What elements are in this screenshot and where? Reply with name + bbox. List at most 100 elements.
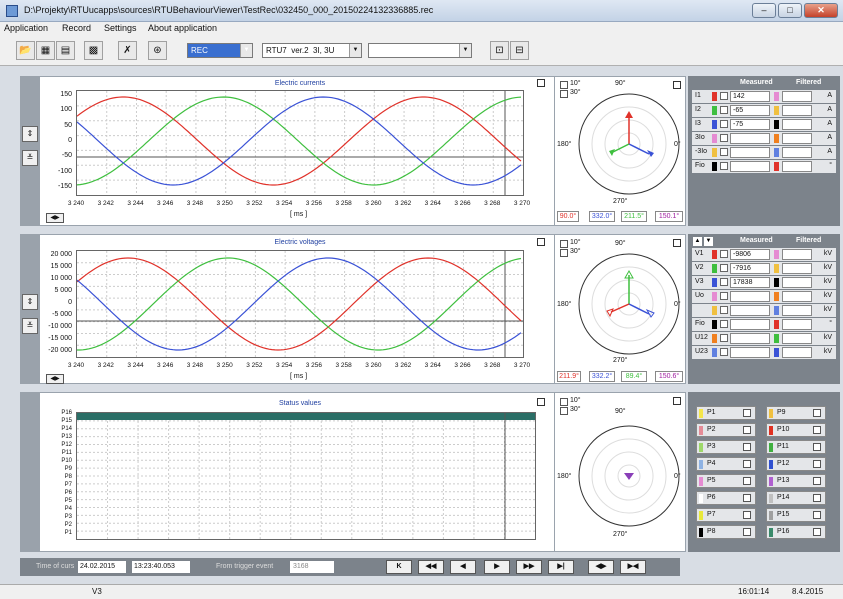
nav-back-button[interactable]: ◀ — [450, 560, 476, 574]
status-checkbox[interactable] — [813, 511, 821, 519]
extra-select[interactable]: ▼ — [368, 43, 472, 58]
chart-icon[interactable]: ⊡ — [490, 41, 509, 60]
expand-icon[interactable]: ⇕ — [22, 294, 38, 310]
checkbox-10[interactable] — [560, 398, 568, 406]
status-checkbox[interactable] — [743, 443, 751, 451]
maximize-panel-icon[interactable] — [673, 397, 681, 405]
minimize-button[interactable]: – — [752, 3, 776, 18]
status-checkbox[interactable] — [813, 443, 821, 451]
nav-forward-button[interactable]: ▶ — [484, 560, 510, 574]
status-checkbox[interactable] — [813, 409, 821, 417]
menu-record[interactable]: Record — [62, 23, 92, 33]
maximize-panel-icon[interactable] — [537, 238, 545, 246]
status-checkbox[interactable] — [743, 528, 751, 536]
current-i2-curve — [76, 96, 522, 186]
collapse-icon[interactable]: ≚ — [22, 150, 38, 166]
zoom-in-button[interactable]: ▶◀ — [620, 560, 646, 574]
row-checkbox[interactable] — [720, 120, 728, 128]
maximize-panel-icon[interactable] — [537, 79, 545, 87]
status-checkbox[interactable] — [813, 460, 821, 468]
mode-select[interactable]: REC ▼ — [187, 43, 253, 58]
status-checkbox[interactable] — [743, 494, 751, 502]
row-checkbox[interactable] — [720, 278, 728, 286]
status-checkbox[interactable] — [813, 477, 821, 485]
row-checkbox[interactable] — [720, 264, 728, 272]
maximize-panel-icon[interactable] — [673, 81, 681, 89]
grid-icon[interactable]: ▩ — [84, 41, 103, 60]
status-checkbox[interactable] — [743, 511, 751, 519]
measured-value — [730, 291, 770, 302]
menu-settings[interactable]: Settings — [104, 23, 137, 33]
maximize-panel-icon[interactable] — [673, 239, 681, 247]
scroll-arrows[interactable]: ◀▶ — [46, 374, 64, 384]
measured-value: -65 — [730, 105, 770, 116]
measured-value — [730, 333, 770, 344]
scroll-arrows[interactable]: ◀▶ — [46, 213, 64, 223]
row-checkbox[interactable] — [720, 162, 728, 170]
nav-first-button[interactable]: K — [386, 560, 412, 574]
status-checkbox[interactable] — [743, 460, 751, 468]
meas-row: V3 17838 kV — [692, 276, 836, 289]
row-checkbox[interactable] — [720, 334, 728, 342]
status-item-label: P4 — [707, 460, 716, 467]
status-item-p2: P2 — [696, 423, 756, 437]
expand-icon[interactable]: ⇕ — [22, 126, 38, 142]
row-checkbox[interactable] — [720, 292, 728, 300]
status-graph[interactable] — [76, 412, 536, 540]
status-checkbox[interactable] — [743, 409, 751, 417]
close-button[interactable]: ✕ — [804, 3, 838, 18]
meas-row-label: I2 — [695, 106, 701, 113]
checkbox-30[interactable] — [560, 407, 568, 415]
status-row-label: P7 — [64, 482, 72, 488]
meas-row: U23 kV — [692, 346, 836, 359]
nav-fast-back-button[interactable]: ◀◀ — [418, 560, 444, 574]
checkbox-10[interactable] — [560, 81, 568, 89]
status-item-p3: P3 — [696, 440, 756, 454]
save-icon[interactable]: ▦ — [36, 41, 55, 60]
row-checkbox[interactable] — [720, 134, 728, 142]
checkbox-30[interactable] — [560, 90, 568, 98]
arrow-up-icon[interactable]: ▲ — [693, 237, 702, 246]
collapse-icon[interactable]: ≚ — [22, 318, 38, 334]
voltages-polar-panel: 10° 30° 90° 180° 0° 270° 211.9° 332.2° 8… — [554, 234, 686, 384]
menu-application[interactable]: Application — [4, 23, 49, 33]
maximize-panel-icon[interactable] — [537, 398, 545, 406]
zoom-out-button[interactable]: ◀▶ — [588, 560, 614, 574]
maximize-button[interactable]: □ — [778, 3, 802, 18]
currents-values-panel: Measured Filtered I1 142 A I2 -65 A I3 -75 A 3Io A… — [688, 76, 840, 226]
arrow-down-icon[interactable]: ▼ — [704, 237, 713, 246]
checkbox-10[interactable] — [560, 240, 568, 248]
row-checkbox[interactable] — [720, 320, 728, 328]
open-folder-icon[interactable]: 📂 — [16, 41, 35, 60]
currents-graph[interactable] — [76, 90, 524, 196]
status-row-label: P6 — [64, 490, 72, 496]
table-icon[interactable]: ⊟ — [510, 41, 529, 60]
voltages-graph[interactable] — [76, 250, 524, 358]
row-checkbox[interactable] — [720, 348, 728, 356]
status-checkbox[interactable] — [813, 494, 821, 502]
status-row-label: P16 — [61, 410, 72, 416]
tools-icon[interactable]: ✗ — [118, 41, 137, 60]
nav-last-button[interactable]: ▶| — [548, 560, 574, 574]
status-checkbox[interactable] — [743, 477, 751, 485]
color-swatch — [699, 443, 703, 452]
device-select[interactable]: RTU7 ver.2 3I, 3U ▼ — [262, 43, 362, 58]
checkbox-30[interactable] — [560, 249, 568, 257]
row-checkbox[interactable] — [720, 306, 728, 314]
app-icon — [6, 5, 18, 17]
menu-about[interactable]: About application — [148, 23, 218, 33]
status-checkbox[interactable] — [813, 528, 821, 536]
row-checkbox[interactable] — [720, 148, 728, 156]
status-item-p5: P5 — [696, 474, 756, 488]
document-icon[interactable]: ▤ — [56, 41, 75, 60]
label-30deg: 30° — [570, 89, 581, 96]
row-checkbox[interactable] — [720, 92, 728, 100]
row-checkbox[interactable] — [720, 250, 728, 258]
nav-fast-forward-button[interactable]: ▶▶ — [516, 560, 542, 574]
status-checkbox[interactable] — [743, 426, 751, 434]
color-swatch — [774, 134, 779, 143]
status-checkbox[interactable] — [813, 426, 821, 434]
settings-icon[interactable]: ⊛ — [148, 41, 167, 60]
row-checkbox[interactable] — [720, 106, 728, 114]
label-270deg: 270° — [613, 531, 628, 538]
